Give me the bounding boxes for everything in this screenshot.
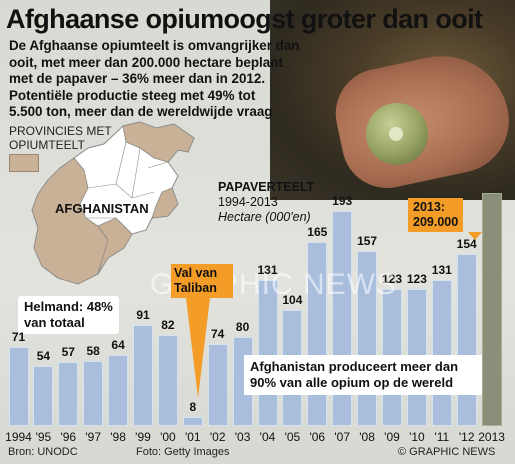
bar-value-label: 71 bbox=[11, 329, 26, 344]
map-country-label: AFGHANISTAN bbox=[55, 201, 149, 216]
callout-taliban-pointer bbox=[186, 298, 210, 398]
helmand-line: Helmand: 48% bbox=[24, 299, 113, 314]
bar-value-label: 131 bbox=[431, 263, 452, 278]
x-tick-label: '00 bbox=[160, 430, 176, 444]
bar-'11 bbox=[431, 280, 452, 426]
chart-legend: PAPAVERTEELT 1994-2013 Hectare (000'en) bbox=[218, 180, 314, 225]
bar-value-label: 193 bbox=[332, 193, 353, 208]
callout-taliban: Val van Taliban bbox=[171, 264, 233, 298]
bar-2013 bbox=[481, 193, 502, 426]
x-tick-label: '09 bbox=[384, 430, 400, 444]
opium-provinces-east bbox=[151, 187, 179, 219]
chart-legend-title: PAPAVERTEELT bbox=[218, 180, 315, 194]
bar-'02 bbox=[207, 343, 228, 426]
footer-copyright: © GRAPHIC NEWS bbox=[398, 446, 496, 458]
x-tick-label: '98 bbox=[110, 430, 126, 444]
production-callout: Afghanistan produceert meer dan 90% van … bbox=[244, 355, 482, 395]
bar-value-label: 8 bbox=[189, 400, 197, 415]
bar-value-label: 58 bbox=[86, 344, 100, 359]
helmand-line: van totaal bbox=[24, 315, 85, 330]
page-title: Afghaanse opiumoogst groter dan ooit bbox=[6, 4, 483, 34]
bar-value-label: 165 bbox=[307, 225, 328, 240]
intro-text: De Afghaanse opiumteelt is omvangrijker … bbox=[9, 38, 339, 121]
chart-legend-years: 1994-2013 bbox=[218, 195, 278, 209]
callout-taliban-line: Val van bbox=[174, 266, 218, 280]
helmand-callout: Helmand: 48% van totaal bbox=[18, 296, 119, 334]
x-tick-label: '03 bbox=[234, 430, 251, 444]
bar-value-label: 123 bbox=[381, 271, 403, 286]
poppy-capsule-image bbox=[366, 103, 428, 165]
opium-provinces-north bbox=[122, 121, 195, 163]
bar-'00 bbox=[157, 334, 178, 426]
intro-line: ooit, met meer dan 200.000 hectare bepla… bbox=[9, 54, 283, 70]
bar-'95 bbox=[33, 365, 54, 426]
bar-value-label: 91 bbox=[136, 307, 150, 322]
bar-value-label: 54 bbox=[36, 348, 51, 363]
intro-line: De Afghaanse opiumteelt is omvangrijker … bbox=[9, 38, 300, 53]
opium-provinces-west bbox=[31, 157, 109, 285]
x-tick-label: '01 bbox=[184, 430, 201, 444]
bar-'99 bbox=[133, 324, 153, 426]
map-legend-line: PROVINCIES MET bbox=[9, 124, 112, 138]
x-tick-label: '10 bbox=[409, 430, 425, 444]
bar-value-label: 64 bbox=[111, 337, 125, 352]
production-line: 90% van alle opium op de wereld bbox=[250, 375, 454, 390]
bar-value-label: 80 bbox=[235, 319, 250, 334]
x-tick-label: '97 bbox=[85, 430, 101, 444]
bar-value-label: 123 bbox=[406, 271, 427, 286]
x-tick-label: '11 bbox=[434, 430, 450, 444]
x-tick-label: '99 bbox=[135, 430, 151, 444]
bar-value-label: 131 bbox=[257, 263, 278, 278]
map-legend: PROVINCIES MET OPIUMTEELT bbox=[9, 124, 112, 152]
bar-1994 bbox=[8, 346, 29, 426]
production-line: Afghanistan produceert meer dan bbox=[250, 359, 459, 374]
bar-'98 bbox=[108, 354, 129, 426]
x-tick-label: '02 bbox=[209, 430, 226, 444]
x-tick-label: '95 bbox=[35, 430, 52, 444]
province-borders bbox=[73, 141, 169, 219]
x-tick-label: '08 bbox=[359, 430, 375, 444]
map-legend-swatch bbox=[9, 154, 39, 172]
bar-'96 bbox=[58, 362, 79, 426]
callout-2013: 2013: 209.000 bbox=[408, 198, 464, 232]
intro-line: met de papaver – 36% meer dan in 2012. bbox=[9, 71, 266, 86]
x-tick-label: '06 bbox=[309, 430, 326, 444]
bar-'01 bbox=[182, 417, 203, 426]
bar-value-label: 157 bbox=[357, 234, 378, 249]
x-tick-label: 2013 bbox=[478, 430, 505, 444]
intro-line: 5.500 ton, meer dan de wereldwijde vraag bbox=[9, 104, 273, 119]
bar-value-label: 74 bbox=[211, 326, 225, 341]
callout-2013-line: 209.000 bbox=[413, 215, 459, 229]
bar-value-label: 57 bbox=[61, 345, 75, 360]
bar-value-label: 82 bbox=[161, 317, 175, 332]
chart-legend-unit: Hectare (000'en) bbox=[218, 210, 311, 224]
x-tick-label: 1994 bbox=[5, 430, 32, 444]
x-tick-label: '07 bbox=[334, 430, 350, 444]
afghanistan-map bbox=[31, 121, 195, 285]
x-tick-label: '12 bbox=[458, 430, 475, 444]
opium-provinces-south bbox=[97, 217, 133, 275]
footer-source: Bron: UNODC bbox=[8, 446, 78, 458]
x-tick-label: '96 bbox=[60, 430, 77, 444]
x-tick-label: '04 bbox=[259, 430, 276, 444]
map-legend-line: OPIUMTEELT bbox=[9, 138, 85, 152]
bar-'12 bbox=[456, 254, 477, 426]
callout-taliban-line: Taliban bbox=[174, 281, 217, 295]
bar-value-label: 104 bbox=[282, 293, 303, 308]
bar-value-label: 154 bbox=[456, 237, 477, 252]
intro-line: Potentiële productie steeg met 49% tot bbox=[9, 87, 256, 103]
footer-photo-credit: Foto: Getty Images bbox=[136, 446, 230, 458]
callout-2013-line: 2013: bbox=[413, 200, 445, 214]
x-tick-label: '05 bbox=[284, 430, 301, 444]
bar-'97 bbox=[83, 361, 104, 426]
callout-2013-pointer bbox=[468, 232, 482, 240]
